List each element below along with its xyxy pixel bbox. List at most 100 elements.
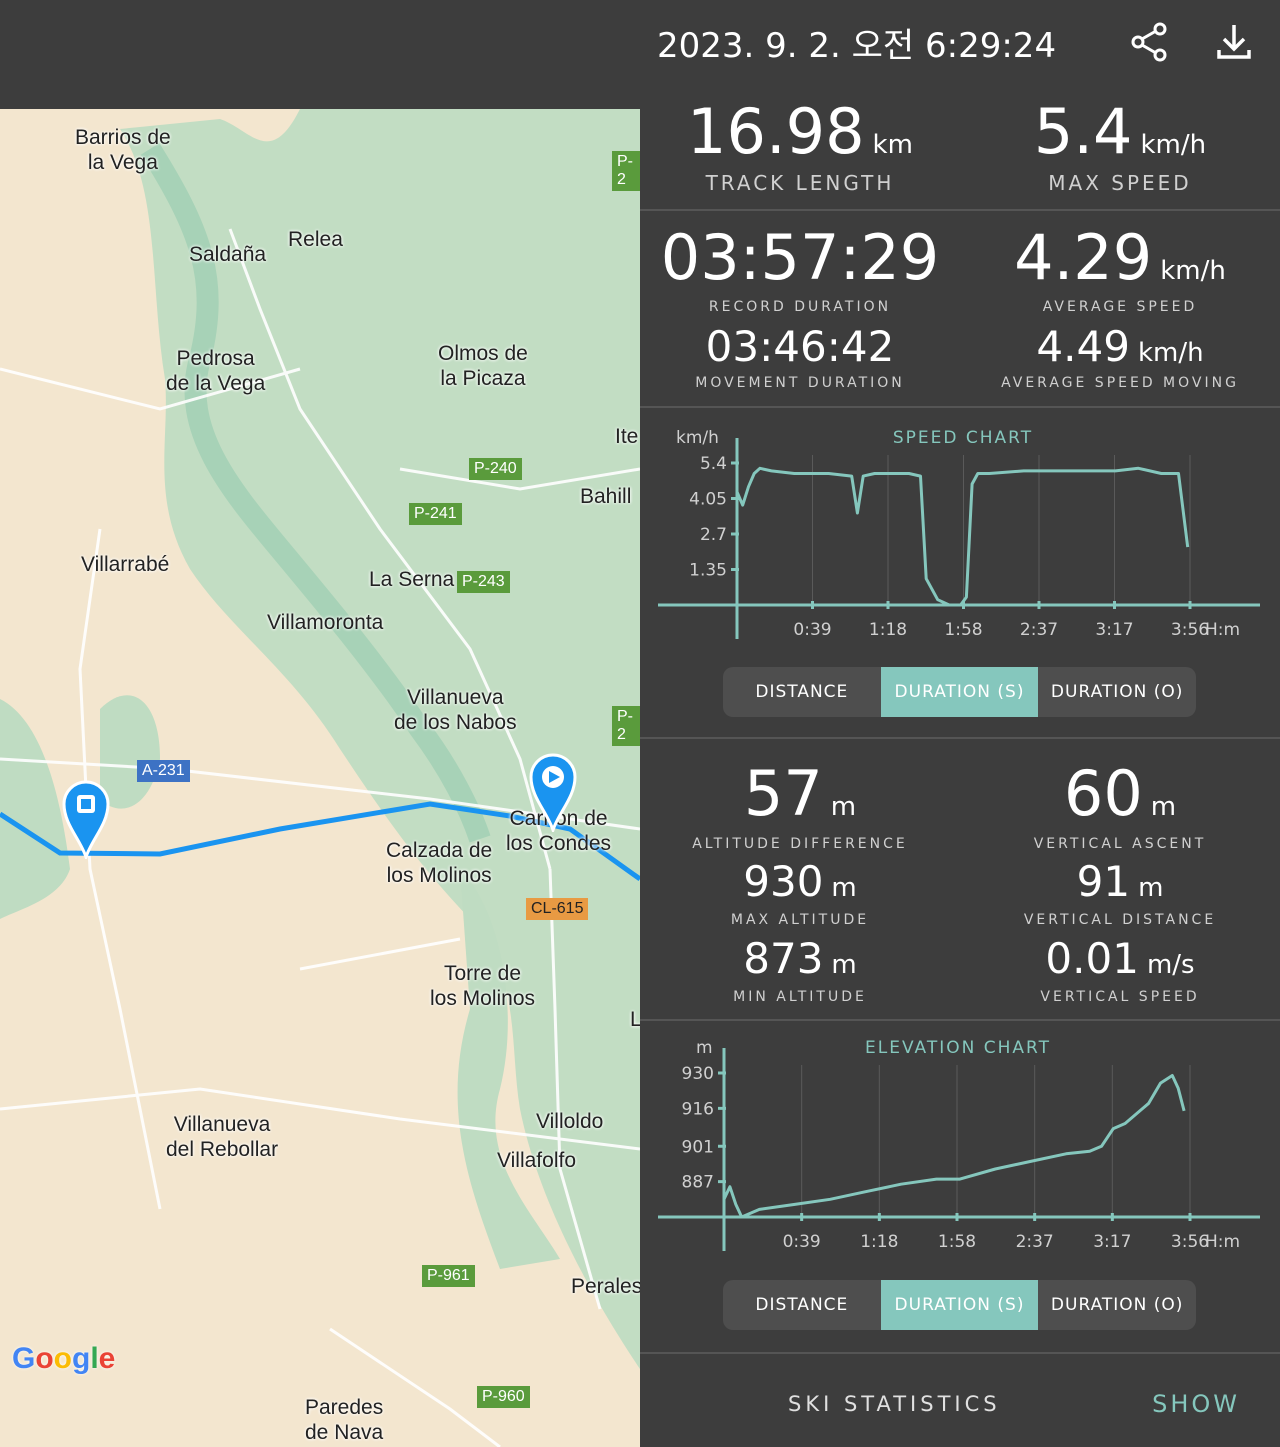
x-tick-label: 2:37 — [1016, 1232, 1054, 1251]
google-logo: Google — [12, 1342, 116, 1375]
min-altitude-label: MIN ALTITUDE — [733, 989, 867, 1005]
series-line — [735, 466, 1190, 607]
track-length-label: TRACK LENGTH — [705, 171, 895, 195]
top-bar: 2023. 9. 2. 오전 6:29:24 — [0, 0, 1280, 109]
place-villafolfo: Villafolfo — [497, 1149, 576, 1172]
road-p2-top: P-2 — [612, 151, 640, 191]
x-tick-label: 3:56 — [1171, 620, 1209, 639]
average-speed-moving-value: 4.49 km/h — [1036, 322, 1204, 371]
elevation-tab-duration-s[interactable]: DURATION (S) — [880, 1280, 1039, 1330]
vertical-distance-label: VERTICAL DISTANCE — [1023, 912, 1217, 928]
speed-tab-duration-s[interactable]: DURATION (S) — [880, 667, 1039, 717]
elevation-chart: 0:39 1:18 1:58 2:37 3:17 3:56H:m 930 916 901 887 m… — [658, 1038, 1260, 1251]
divider — [640, 209, 1280, 211]
road-p2-mid: P-2 — [612, 706, 640, 746]
max-altitude-label: MAX ALTITUDE — [730, 912, 870, 928]
road-p960: P-960 — [477, 1386, 530, 1408]
road-cl615: CL-615 — [526, 898, 589, 920]
altitude-difference-label: ALTITUDE DIFFERENCE — [692, 836, 908, 852]
place-torre: Torre de los Molinos — [430, 962, 536, 1010]
chart-title: SPEED CHART — [893, 428, 1033, 448]
y-tick-label: 2.7 — [700, 525, 727, 545]
movement-duration-value: 03:46:42 — [705, 322, 895, 371]
vertical-distance-value: 91 m — [1076, 857, 1164, 906]
place-perales: Perales — [571, 1275, 640, 1298]
divider — [640, 737, 1280, 739]
x-tick-label: 1:58 — [938, 1232, 976, 1251]
altitude-difference-value: 57 m — [743, 757, 857, 830]
y-tick-label: 916 — [682, 1099, 714, 1119]
elevation-chart-tabs: DISTANCE DURATION (S) DURATION (O) — [723, 1280, 1196, 1330]
place-l: L — [630, 1008, 640, 1031]
x-tick-label: 3:17 — [1095, 620, 1133, 639]
place-paredes: Paredes de Nava — [305, 1396, 384, 1444]
place-ite: Ite — [615, 425, 639, 448]
vertical-ascent-value: 60 m — [1063, 757, 1177, 830]
series-line — [722, 1074, 1186, 1219]
road-p240: P-240 — [469, 458, 522, 480]
x-unit-label: H:m — [1205, 1232, 1240, 1251]
stop-marker-icon[interactable] — [62, 779, 110, 859]
chart-title: ELEVATION CHART — [865, 1038, 1051, 1058]
place-pedrosa: Pedrosa de la Vega — [166, 347, 266, 395]
speed-tab-distance[interactable]: DISTANCE — [755, 682, 849, 702]
place-la-serna: La Serna — [369, 568, 455, 591]
place-villoldo: Villoldo — [536, 1110, 604, 1133]
x-tick-label: 3:17 — [1093, 1232, 1131, 1251]
speed-chart-tabs: DISTANCE DURATION (S) DURATION (O) — [723, 667, 1196, 717]
speed-chart: 0:39 1:18 1:58 2:37 3:17 3:56H:m 5.4 4.05 2.7 1.3… — [658, 428, 1260, 639]
y-tick-label: 5.4 — [700, 454, 727, 474]
vertical-speed-value: 0.01 m/s — [1045, 934, 1195, 983]
x-unit-label: H:m — [1205, 620, 1240, 639]
max-speed-value: 5.4 km/h — [1033, 95, 1207, 168]
road-p243: P-243 — [457, 571, 510, 593]
share-icon[interactable] — [1128, 20, 1172, 64]
x-tick-label: 0:39 — [783, 1232, 821, 1251]
average-speed-label: AVERAGE SPEED — [1042, 299, 1198, 315]
y-tick-label: 1.35 — [689, 561, 727, 581]
elevation-tab-duration-o[interactable]: DURATION (O) — [1050, 1295, 1184, 1315]
divider — [640, 1352, 1280, 1354]
movement-duration-label: MOVEMENT DURATION — [695, 375, 905, 391]
y-unit-label: m — [696, 1038, 713, 1058]
route-line — [0, 801, 640, 882]
road-a231: A-231 — [137, 760, 190, 782]
place-villarrabe: Villarrabé — [81, 553, 170, 576]
vertical-ascent-label: VERTICAL ASCENT — [1033, 836, 1207, 852]
divider — [640, 406, 1280, 408]
record-duration-label: RECORD DURATION — [708, 299, 892, 315]
x-tick-label: 1:18 — [860, 1232, 898, 1251]
y-tick-label: 930 — [682, 1064, 714, 1084]
elevation-tab-distance[interactable]: DISTANCE — [755, 1295, 849, 1315]
road-p961: P-961 — [422, 1265, 475, 1287]
max-speed-label: MAX SPEED — [1048, 171, 1192, 195]
stats-panel: 16.98 km TRACK LENGTH 5.4 km/h MAX SPEED 0… — [640, 95, 1280, 1447]
track-title: 2023. 9. 2. 오전 6:29:24 — [657, 26, 1057, 66]
x-tick-label: 0:39 — [793, 620, 831, 639]
track-length-value: 16.98 km — [687, 95, 913, 168]
place-olmos: Olmos de la Picaza — [438, 342, 528, 390]
place-bahill: Bahill — [580, 485, 632, 508]
record-duration-value: 03:57:29 — [660, 221, 940, 294]
x-tick-label: 3:56 — [1171, 1232, 1209, 1251]
place-barrios: Barrios de la Vega — [75, 126, 171, 174]
x-tick-label: 1:18 — [869, 620, 907, 639]
min-altitude-value: 873 m — [743, 934, 857, 983]
speed-tab-duration-o[interactable]: DURATION (O) — [1050, 682, 1184, 702]
start-marker-icon[interactable] — [529, 752, 577, 832]
y-tick-label: 901 — [682, 1137, 714, 1157]
ski-show-button[interactable]: SHOW — [1152, 1390, 1240, 1418]
x-tick-label: 1:58 — [944, 620, 982, 639]
map-view[interactable]: Barrios de la Vega Saldaña Relea Pedrosa d… — [0, 109, 640, 1447]
y-tick-label: 887 — [682, 1173, 714, 1193]
vertical-speed-label: VERTICAL SPEED — [1040, 989, 1200, 1005]
map-terrain — [0, 109, 640, 1447]
place-relea: Relea — [288, 228, 343, 251]
place-villanueva-rebollar: Villanueva del Rebollar — [166, 1113, 279, 1161]
download-icon[interactable] — [1212, 20, 1256, 64]
place-saldana: Saldaña — [189, 243, 267, 266]
average-speed-value: 4.29 km/h — [1014, 221, 1226, 294]
y-unit-label: km/h — [676, 428, 719, 448]
place-calzada: Calzada de los Molinos — [386, 839, 493, 887]
ski-statistics-label: SKI STATISTICS — [788, 1392, 1001, 1416]
